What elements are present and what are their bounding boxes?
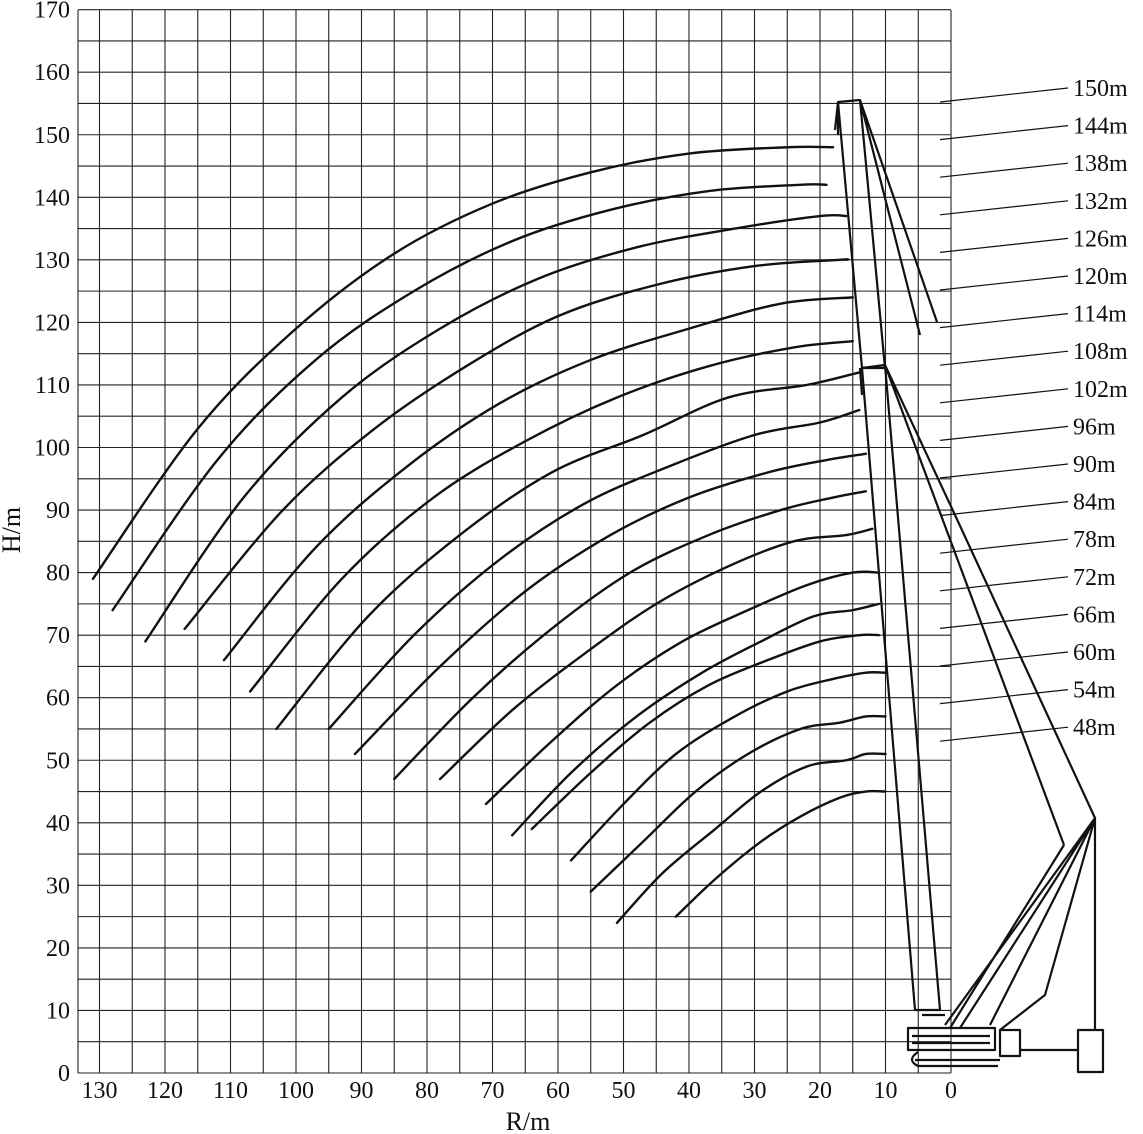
boom-curve-144m — [111, 183, 828, 612]
boom-curve-54m — [615, 752, 887, 925]
leader-line-150m — [939, 87, 1069, 103]
leader-line-126m — [939, 237, 1069, 253]
x-tick-label: 20 — [808, 1078, 832, 1104]
boom-length-label-48m: 48m — [1073, 715, 1116, 741]
y-tick-label: 10 — [46, 998, 70, 1024]
boom-length-labels: 150m 144m 138m 132m 126m 120m 114m 108m 102m 96m 9… — [1073, 76, 1128, 741]
leader-line-78m — [939, 538, 1069, 554]
boom-length-label-102m: 102m — [1073, 377, 1128, 403]
boom-curve-72m — [530, 633, 881, 831]
boom-curve-48m — [674, 789, 887, 918]
boom-length-label-90m: 90m — [1073, 452, 1116, 478]
leader-line-54m — [939, 689, 1069, 705]
boom-length-label-54m: 54m — [1073, 678, 1116, 704]
boom-length-label-66m: 66m — [1073, 602, 1116, 628]
leader-line-114m — [939, 313, 1069, 329]
leader-line-48m — [939, 726, 1069, 742]
y-tick-label: 70 — [46, 623, 70, 649]
middle-jib-frame — [860, 363, 1066, 1012]
x-tick-label: 90 — [350, 1078, 374, 1104]
y-tick-label: 90 — [46, 498, 70, 524]
leader-line-66m — [939, 613, 1069, 629]
y-tick-label: 150 — [34, 123, 70, 149]
boom-length-label-84m: 84m — [1073, 490, 1116, 516]
boom-length-label-72m: 72m — [1073, 565, 1116, 591]
leader-line-138m — [939, 162, 1069, 178]
boom-length-label-60m: 60m — [1073, 640, 1116, 666]
x-tick-label: 10 — [874, 1078, 898, 1104]
boom-length-label-78m: 78m — [1073, 527, 1116, 553]
y-tick-label: 30 — [46, 873, 70, 899]
boom-curve-138m — [144, 213, 848, 643]
leader-line-90m — [939, 463, 1069, 479]
x-tick-label: 0 — [945, 1078, 957, 1104]
boom-curve-60m — [589, 714, 887, 893]
x-axis-label: R/m — [506, 1107, 551, 1134]
mast-and-stays — [944, 514, 1097, 1031]
boom-curves — [91, 145, 887, 925]
y-tick-label: 20 — [46, 936, 70, 962]
leader-line-84m — [939, 501, 1069, 517]
crawler-base — [906, 1026, 1105, 1074]
x-tick-label: 40 — [677, 1078, 701, 1104]
boom-curve-84m — [484, 570, 881, 806]
boom-curve-78m — [510, 602, 881, 837]
crane-machine-drawing — [833, 98, 1105, 1074]
x-tick-label: 110 — [213, 1078, 248, 1104]
axis-tick-labels: 130 120 110 100 90 80 70 60 50 40 30 20 10 0010203040… — [34, 0, 957, 1104]
x-tick-label: 130 — [82, 1078, 118, 1104]
y-tick-label: 0 — [58, 1061, 70, 1087]
boom-curve-120m — [248, 339, 854, 693]
boom-length-label-108m: 108m — [1073, 339, 1128, 365]
grid-lines — [77, 9, 952, 1074]
boom-length-label-126m: 126m — [1073, 226, 1128, 252]
boom-curve-96m — [393, 490, 868, 781]
leader-line-132m — [939, 200, 1069, 216]
boom-leader-lines — [939, 87, 1069, 742]
leader-line-60m — [939, 651, 1069, 667]
boom-curve-126m — [222, 296, 854, 662]
boom-length-label-114m: 114m — [1073, 302, 1127, 328]
y-tick-label: 40 — [46, 811, 70, 837]
leader-line-108m — [939, 350, 1069, 366]
y-tick-label: 110 — [35, 373, 70, 399]
y-tick-label: 160 — [34, 60, 70, 86]
x-tick-label: 100 — [278, 1078, 314, 1104]
y-tick-label: 60 — [46, 686, 70, 712]
boom-curve-90m — [438, 527, 874, 781]
y-tick-label: 50 — [46, 748, 70, 774]
boom-curve-66m — [569, 671, 887, 862]
y-tick-label: 140 — [34, 185, 70, 211]
y-tick-label: 170 — [34, 0, 70, 24]
x-tick-label: 30 — [743, 1078, 767, 1104]
boom-length-label-120m: 120m — [1073, 264, 1128, 290]
boom-curve-102m — [353, 452, 868, 756]
x-tick-label: 120 — [147, 1078, 183, 1104]
y-tick-label: 80 — [46, 561, 70, 587]
y-tick-label: 100 — [34, 436, 70, 462]
x-tick-label: 60 — [546, 1078, 570, 1104]
y-tick-label: 130 — [34, 248, 70, 274]
boom-length-label-132m: 132m — [1073, 189, 1128, 215]
boom-length-label-150m: 150m — [1073, 76, 1128, 102]
boom-curve-150m — [91, 145, 835, 581]
x-tick-label: 50 — [612, 1078, 636, 1104]
boom-curve-132m — [183, 258, 850, 631]
leader-line-96m — [939, 425, 1069, 441]
leader-line-144m — [939, 125, 1069, 141]
leader-line-102m — [939, 388, 1069, 404]
boom-length-label-138m: 138m — [1073, 151, 1128, 177]
boom-length-label-96m: 96m — [1073, 414, 1116, 440]
leader-line-72m — [939, 576, 1069, 592]
boom-curve-108m — [327, 408, 861, 731]
x-tick-label: 70 — [481, 1078, 505, 1104]
leader-line-120m — [939, 275, 1069, 291]
boom-length-label-144m: 144m — [1073, 114, 1128, 140]
y-axis-label: H/m — [0, 507, 26, 553]
x-tick-label: 80 — [415, 1078, 439, 1104]
y-tick-label: 120 — [34, 310, 70, 336]
boom-curve-114m — [275, 371, 861, 731]
